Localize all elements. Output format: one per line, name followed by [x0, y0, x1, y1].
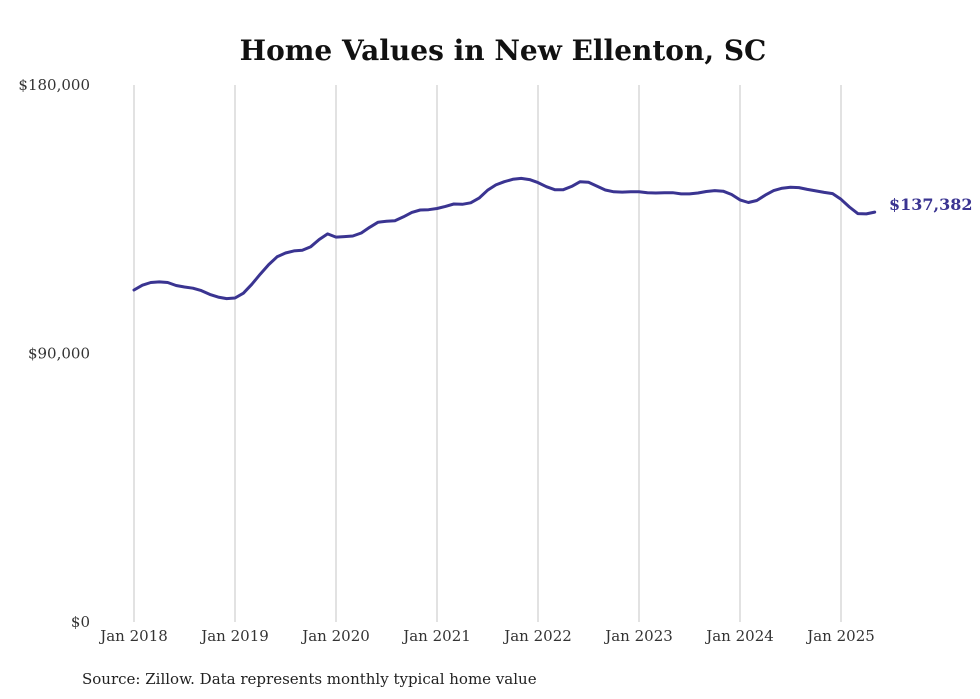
y-tick-label: $0	[71, 613, 90, 631]
x-tick-label: Jan 2018	[98, 627, 168, 645]
series-line	[132, 176, 877, 301]
x-tick-label: Jan 2021	[401, 627, 471, 645]
y-tick-label: $180,000	[18, 76, 90, 94]
x-tick-label: Jan 2019	[199, 627, 269, 645]
end-value-label: $137,382	[889, 195, 973, 214]
y-axis: $0 $90,000 $180,000	[18, 76, 90, 631]
y-tick-label: $90,000	[28, 345, 90, 363]
series-layer	[132, 176, 877, 301]
x-tick-label: Jan 2024	[704, 627, 774, 645]
gridlines	[133, 85, 842, 622]
x-axis: Jan 2018 Jan 2019 Jan 2020 Jan 2021 Jan 2022…	[98, 627, 875, 645]
x-tick-label: Jan 2023	[603, 627, 673, 645]
x-tick-label: Jan 2025	[805, 627, 875, 645]
x-tick-label: Jan 2020	[300, 627, 370, 645]
source-note: Source: Zillow. Data represents monthly …	[82, 670, 537, 688]
chart-title: Home Values in New Ellenton, SC	[240, 34, 767, 67]
x-tick-label: Jan 2022	[502, 627, 572, 645]
